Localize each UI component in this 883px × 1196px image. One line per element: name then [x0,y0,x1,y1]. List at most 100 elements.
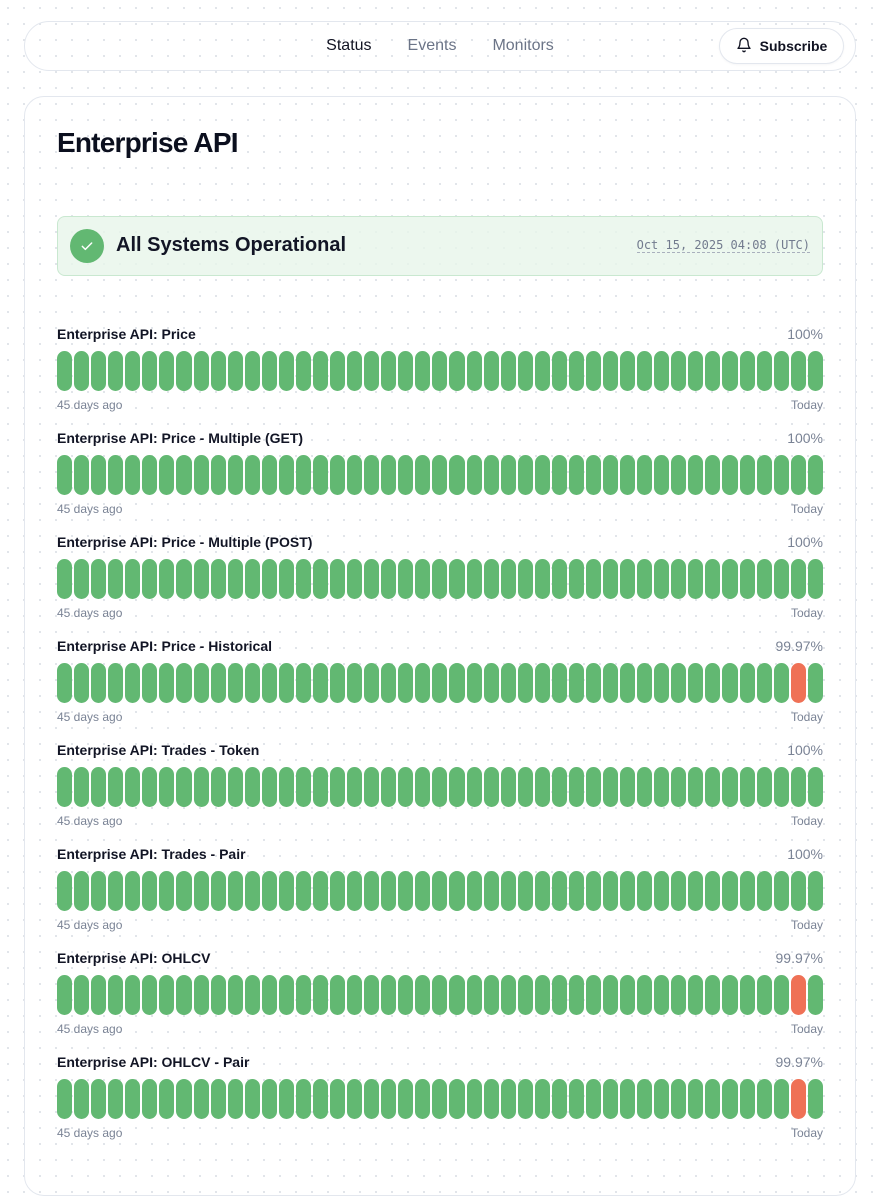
day-bar-operational[interactable] [756,559,772,599]
day-bar-operational[interactable] [773,559,789,599]
day-bar-operational[interactable] [347,767,363,807]
day-bar-operational[interactable] [278,455,294,495]
day-bar-operational[interactable] [312,767,328,807]
day-bar-operational[interactable] [108,767,124,807]
day-bar-operational[interactable] [261,767,277,807]
day-bar-operational[interactable] [483,455,499,495]
day-bar-operational[interactable] [466,559,482,599]
day-bar-operational[interactable] [210,559,226,599]
day-bar-operational[interactable] [620,351,636,391]
day-bar-operational[interactable] [125,871,141,911]
day-bar-operational[interactable] [517,455,533,495]
day-bar-operational[interactable] [398,559,414,599]
day-bar-operational[interactable] [722,871,738,911]
day-bar-operational[interactable] [227,767,243,807]
day-bar-operational[interactable] [432,351,448,391]
day-bar-operational[interactable] [364,559,380,599]
day-bar-operational[interactable] [381,663,397,703]
day-bar-operational[interactable] [244,663,260,703]
last-updated-timestamp[interactable]: Oct 15, 2025 04:08 (UTC) [636,238,810,253]
day-bar-operational[interactable] [551,663,567,703]
day-bar-operational[interactable] [688,871,704,911]
day-bar-operational[interactable] [517,351,533,391]
day-bar-operational[interactable] [671,1079,687,1119]
day-bar-operational[interactable] [91,975,107,1015]
day-bar-operational[interactable] [534,559,550,599]
day-bar-operational[interactable] [176,455,192,495]
day-bar-operational[interactable] [432,559,448,599]
day-bar-operational[interactable] [568,1079,584,1119]
day-bar-operational[interactable] [398,351,414,391]
day-bar-operational[interactable] [347,559,363,599]
day-bar-operational[interactable] [449,455,465,495]
day-bar-operational[interactable] [381,559,397,599]
day-bar-operational[interactable] [261,1079,277,1119]
day-bar-operational[interactable] [176,871,192,911]
day-bar-operational[interactable] [244,559,260,599]
day-bar-operational[interactable] [159,455,175,495]
day-bar-operational[interactable] [125,663,141,703]
day-bar-operational[interactable] [500,663,516,703]
day-bar-operational[interactable] [807,767,823,807]
day-bar-operational[interactable] [312,663,328,703]
day-bar-operational[interactable] [415,975,431,1015]
day-bar-operational[interactable] [637,559,653,599]
day-bar-operational[interactable] [347,871,363,911]
day-bar-operational[interactable] [91,1079,107,1119]
day-bar-operational[interactable] [193,351,209,391]
day-bar-operational[interactable] [671,871,687,911]
day-bar-operational[interactable] [312,455,328,495]
day-bar-operational[interactable] [585,767,601,807]
day-bar-operational[interactable] [807,1079,823,1119]
day-bar-operational[interactable] [568,559,584,599]
day-bar-operational[interactable] [671,767,687,807]
day-bar-operational[interactable] [534,871,550,911]
day-bar-operational[interactable] [57,559,73,599]
day-bar-operational[interactable] [381,871,397,911]
day-bar-operational[interactable] [142,871,158,911]
day-bar-operational[interactable] [466,767,482,807]
day-bar-operational[interactable] [210,351,226,391]
day-bar-operational[interactable] [57,975,73,1015]
day-bar-operational[interactable] [500,871,516,911]
day-bar-operational[interactable] [415,871,431,911]
day-bar-operational[interactable] [244,975,260,1015]
day-bar-operational[interactable] [585,351,601,391]
day-bar-operational[interactable] [142,975,158,1015]
day-bar-operational[interactable] [295,455,311,495]
day-bar-operational[interactable] [193,663,209,703]
day-bar-operational[interactable] [722,767,738,807]
day-bar-operational[interactable] [210,767,226,807]
day-bar-operational[interactable] [193,559,209,599]
day-bar-operational[interactable] [330,975,346,1015]
day-bar-operational[interactable] [773,975,789,1015]
day-bar-operational[interactable] [705,559,721,599]
day-bar-operational[interactable] [295,559,311,599]
day-bar-operational[interactable] [637,1079,653,1119]
day-bar-operational[interactable] [517,871,533,911]
day-bar-operational[interactable] [551,767,567,807]
day-bar-operational[interactable] [756,351,772,391]
day-bar-operational[interactable] [312,351,328,391]
day-bar-operational[interactable] [739,767,755,807]
day-bar-operational[interactable] [210,663,226,703]
day-bar-operational[interactable] [722,1079,738,1119]
day-bar-operational[interactable] [620,663,636,703]
day-bar-operational[interactable] [193,975,209,1015]
day-bar-operational[interactable] [637,767,653,807]
day-bar-operational[interactable] [108,559,124,599]
day-bar-operational[interactable] [261,975,277,1015]
day-bar-operational[interactable] [739,455,755,495]
day-bar-operational[interactable] [756,663,772,703]
day-bar-operational[interactable] [381,1079,397,1119]
day-bar-operational[interactable] [483,767,499,807]
day-bar-operational[interactable] [807,351,823,391]
day-bar-operational[interactable] [705,455,721,495]
day-bar-operational[interactable] [330,767,346,807]
day-bar-operational[interactable] [57,351,73,391]
day-bar-operational[interactable] [57,455,73,495]
day-bar-operational[interactable] [91,871,107,911]
day-bar-operational[interactable] [91,455,107,495]
day-bar-operational[interactable] [517,975,533,1015]
day-bar-operational[interactable] [330,871,346,911]
